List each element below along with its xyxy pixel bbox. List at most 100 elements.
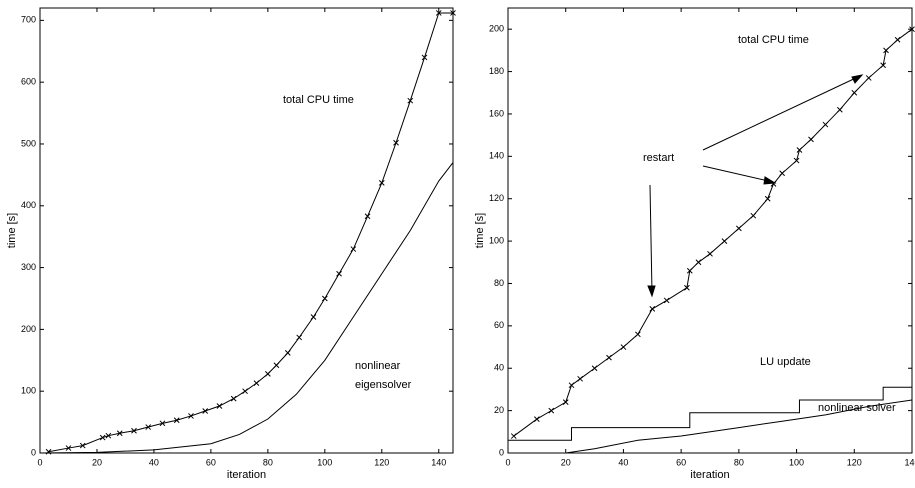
marker bbox=[736, 225, 742, 232]
marker bbox=[909, 26, 915, 33]
x-tick-label: 20 bbox=[92, 457, 102, 467]
marker bbox=[796, 147, 803, 153]
marker bbox=[378, 180, 385, 186]
y-tick-label: 60 bbox=[494, 320, 504, 330]
arrowhead bbox=[763, 176, 777, 185]
marker bbox=[880, 62, 886, 69]
marker bbox=[606, 354, 612, 361]
marker bbox=[883, 47, 889, 54]
y-tick-label: 0 bbox=[499, 447, 504, 457]
annotation: total CPU time bbox=[738, 34, 809, 46]
x-tick-label: 0 bbox=[505, 457, 510, 467]
marker bbox=[510, 433, 517, 439]
marker bbox=[577, 375, 583, 382]
x-tick-label: 40 bbox=[149, 457, 159, 467]
marker bbox=[793, 157, 800, 164]
marker bbox=[562, 399, 569, 405]
marker bbox=[216, 403, 223, 409]
marker bbox=[79, 442, 86, 449]
marker bbox=[65, 445, 72, 451]
marker bbox=[764, 195, 771, 202]
marker bbox=[45, 448, 52, 455]
x-tick-label: 120 bbox=[847, 457, 862, 467]
marker bbox=[779, 170, 785, 177]
annotation: restart bbox=[643, 152, 674, 164]
series-line bbox=[508, 399, 913, 454]
marker bbox=[116, 430, 123, 437]
marker bbox=[568, 382, 575, 389]
plot-frame bbox=[507, 7, 913, 454]
marker bbox=[865, 75, 872, 81]
marker bbox=[173, 417, 180, 424]
y-tick-label: 100 bbox=[21, 386, 36, 396]
marker bbox=[284, 350, 291, 356]
marker bbox=[851, 89, 858, 96]
marker bbox=[620, 344, 627, 350]
marker bbox=[273, 362, 280, 369]
y-tick-label: 200 bbox=[21, 324, 36, 334]
y-tick-label: 140 bbox=[489, 151, 504, 161]
marker bbox=[450, 10, 456, 16]
y-tick-label: 0 bbox=[31, 447, 36, 457]
y-axis-label: time [s] bbox=[6, 213, 18, 248]
marker bbox=[253, 380, 260, 387]
marker bbox=[837, 106, 843, 113]
x-tick-label: 60 bbox=[206, 457, 216, 467]
marker bbox=[242, 388, 248, 395]
marker bbox=[407, 97, 414, 104]
arrowhead bbox=[647, 285, 656, 298]
marker bbox=[435, 10, 442, 16]
y-tick-label: 400 bbox=[21, 200, 36, 210]
marker bbox=[131, 427, 137, 434]
y-tick-label: 300 bbox=[21, 262, 36, 272]
marker bbox=[145, 424, 152, 430]
y-tick-label: 80 bbox=[494, 278, 504, 288]
marker bbox=[321, 295, 328, 302]
marker bbox=[421, 54, 428, 61]
annotation: total CPU time bbox=[283, 94, 354, 106]
marker bbox=[350, 246, 357, 252]
y-tick-label: 700 bbox=[21, 15, 36, 25]
annotation: LU update bbox=[760, 356, 811, 368]
x-tick-label: 100 bbox=[317, 457, 332, 467]
marker bbox=[202, 408, 209, 414]
marker bbox=[230, 395, 237, 402]
marker bbox=[296, 334, 303, 341]
marker bbox=[750, 212, 757, 219]
arrow bbox=[702, 165, 774, 183]
y-tick-label: 180 bbox=[489, 66, 504, 76]
y-tick-label: 120 bbox=[489, 193, 504, 203]
x-axis-label: iteration bbox=[227, 469, 266, 481]
x-tick-label: 100 bbox=[789, 457, 804, 467]
x-tick-label: 60 bbox=[676, 457, 686, 467]
series-line bbox=[508, 386, 912, 441]
marker bbox=[808, 136, 814, 143]
arrows bbox=[647, 74, 864, 298]
y-tick-label: 40 bbox=[494, 363, 504, 373]
y-tick-label: 20 bbox=[494, 405, 504, 415]
annotation: nonlinear bbox=[355, 360, 401, 372]
arrow bbox=[649, 184, 653, 294]
marker bbox=[894, 36, 901, 43]
marker bbox=[393, 139, 399, 146]
marker bbox=[721, 238, 728, 244]
marker bbox=[188, 413, 194, 419]
x-tick-label: 20 bbox=[561, 457, 571, 467]
x-tick-label: 140 bbox=[904, 457, 915, 467]
x-tick-label: 40 bbox=[618, 457, 628, 467]
plot-frame bbox=[39, 7, 454, 454]
marker bbox=[159, 420, 166, 427]
annotation: eigensolver bbox=[355, 379, 412, 391]
marker bbox=[265, 371, 271, 377]
marker bbox=[336, 270, 342, 277]
y-axis-label: time [s] bbox=[474, 213, 486, 248]
marker bbox=[684, 284, 690, 291]
marker bbox=[822, 121, 829, 128]
marker bbox=[534, 416, 540, 422]
x-tick-label: 120 bbox=[374, 457, 389, 467]
y-tick-label: 160 bbox=[489, 108, 504, 118]
x-tick-label: 80 bbox=[734, 457, 744, 467]
marker bbox=[663, 297, 670, 304]
y-tick-label: 100 bbox=[489, 235, 504, 245]
